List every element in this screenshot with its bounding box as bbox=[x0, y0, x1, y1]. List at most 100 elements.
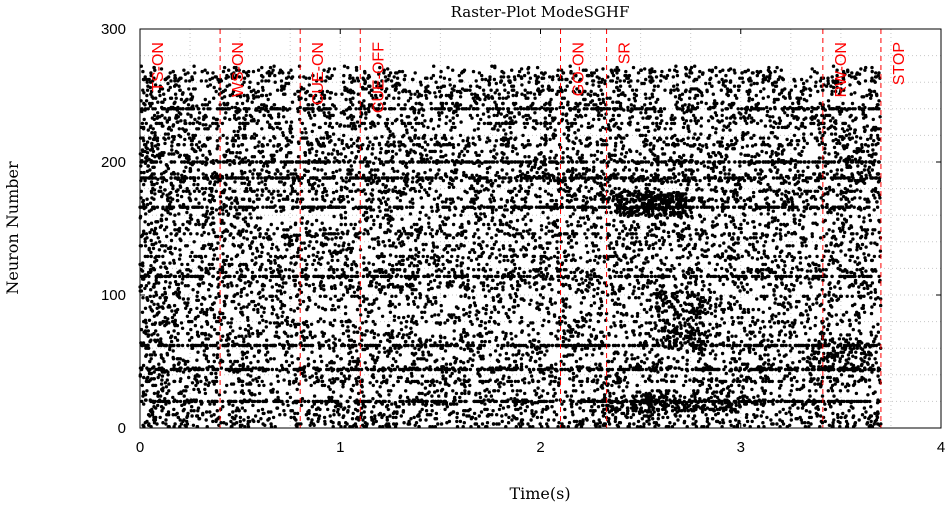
spike-point bbox=[511, 353, 515, 357]
spike-point bbox=[534, 359, 538, 364]
spike-point bbox=[402, 421, 406, 425]
spike-point bbox=[497, 407, 502, 412]
spike-point bbox=[187, 338, 192, 342]
spike-point bbox=[314, 413, 319, 417]
spike-point bbox=[333, 294, 337, 298]
spike-point bbox=[322, 383, 327, 388]
spike-point bbox=[145, 296, 149, 300]
spike-point bbox=[143, 318, 148, 322]
spike-point bbox=[781, 422, 786, 426]
spike-point bbox=[500, 414, 504, 418]
spike-point bbox=[635, 311, 640, 316]
spike-point bbox=[394, 415, 398, 420]
spike-point bbox=[528, 285, 532, 289]
spike-point bbox=[563, 415, 567, 420]
spike-point bbox=[329, 419, 333, 424]
spike-point bbox=[793, 402, 797, 406]
spike-point bbox=[299, 403, 304, 408]
spike-point bbox=[146, 343, 150, 348]
spike-point bbox=[540, 302, 544, 306]
spike-point bbox=[472, 411, 477, 416]
spike-point bbox=[386, 338, 390, 342]
spike-point bbox=[648, 350, 652, 354]
spike-point bbox=[667, 389, 671, 393]
spike-point bbox=[618, 365, 623, 369]
spike-point bbox=[430, 314, 434, 318]
spike-point bbox=[792, 398, 796, 402]
spike-point bbox=[212, 353, 216, 357]
spike-dots bbox=[138, 64, 883, 429]
spike-point bbox=[320, 399, 324, 404]
spike-point bbox=[172, 363, 176, 368]
spike-point bbox=[390, 363, 395, 368]
spike-point bbox=[387, 366, 391, 370]
spike-point bbox=[578, 406, 582, 410]
spike-point bbox=[753, 321, 758, 325]
spike-point bbox=[300, 397, 305, 401]
spike-point bbox=[349, 350, 353, 354]
spike-point bbox=[590, 405, 594, 409]
spike-point bbox=[237, 302, 241, 306]
spike-point bbox=[549, 297, 553, 301]
spike-point bbox=[492, 319, 497, 324]
spike-point bbox=[426, 282, 431, 287]
spike-point bbox=[385, 415, 389, 420]
spike-point bbox=[418, 292, 422, 296]
spike-point bbox=[733, 399, 738, 404]
spike-point bbox=[144, 353, 149, 357]
spike-point bbox=[876, 366, 881, 370]
spike-point bbox=[436, 422, 440, 426]
spike-point bbox=[382, 346, 386, 350]
spike-point bbox=[265, 343, 269, 348]
spike-point bbox=[443, 321, 447, 325]
spike-point bbox=[502, 374, 506, 378]
spike-point bbox=[206, 337, 210, 341]
spike-point bbox=[729, 294, 733, 298]
spike-point bbox=[584, 288, 588, 292]
spike-point bbox=[175, 307, 180, 312]
spike-point bbox=[424, 409, 429, 413]
spike-point bbox=[498, 403, 503, 408]
spike-point bbox=[709, 311, 714, 316]
spike-point bbox=[653, 321, 657, 325]
spike-point bbox=[751, 319, 755, 324]
spike-point bbox=[557, 421, 561, 425]
spike-point bbox=[845, 422, 850, 426]
spike-point bbox=[807, 398, 811, 402]
spike-point bbox=[827, 299, 831, 304]
spike-point bbox=[624, 414, 628, 418]
spike-point bbox=[253, 393, 257, 397]
spike-point bbox=[186, 411, 190, 416]
spike-point bbox=[688, 281, 693, 285]
spike-point bbox=[510, 337, 514, 341]
spike-point bbox=[304, 413, 309, 417]
spike-point bbox=[745, 419, 750, 424]
spike-point bbox=[412, 359, 416, 364]
spike-point bbox=[360, 406, 364, 410]
spike-point bbox=[487, 339, 492, 344]
spike-point bbox=[797, 350, 802, 354]
spike-point bbox=[235, 421, 239, 425]
spike-point bbox=[874, 334, 878, 338]
spike-point bbox=[328, 378, 332, 382]
spike-point bbox=[145, 419, 149, 424]
spike-point bbox=[519, 362, 524, 366]
spike-point bbox=[554, 334, 558, 338]
spike-point bbox=[158, 398, 162, 402]
spike-point bbox=[481, 281, 486, 285]
spike-point bbox=[276, 379, 280, 384]
spike-point bbox=[728, 419, 732, 424]
spike-point bbox=[567, 338, 571, 342]
spike-point bbox=[235, 292, 240, 296]
spike-point bbox=[874, 350, 878, 354]
spike-point bbox=[381, 374, 386, 378]
spike-point bbox=[595, 292, 600, 296]
spike-point bbox=[713, 314, 717, 318]
spike-point bbox=[708, 333, 713, 337]
spike-point bbox=[850, 294, 854, 298]
spike-point bbox=[794, 334, 799, 338]
spike-point bbox=[489, 394, 494, 398]
spike-point bbox=[454, 379, 458, 384]
spike-point bbox=[167, 389, 171, 393]
spike-point bbox=[729, 383, 734, 388]
